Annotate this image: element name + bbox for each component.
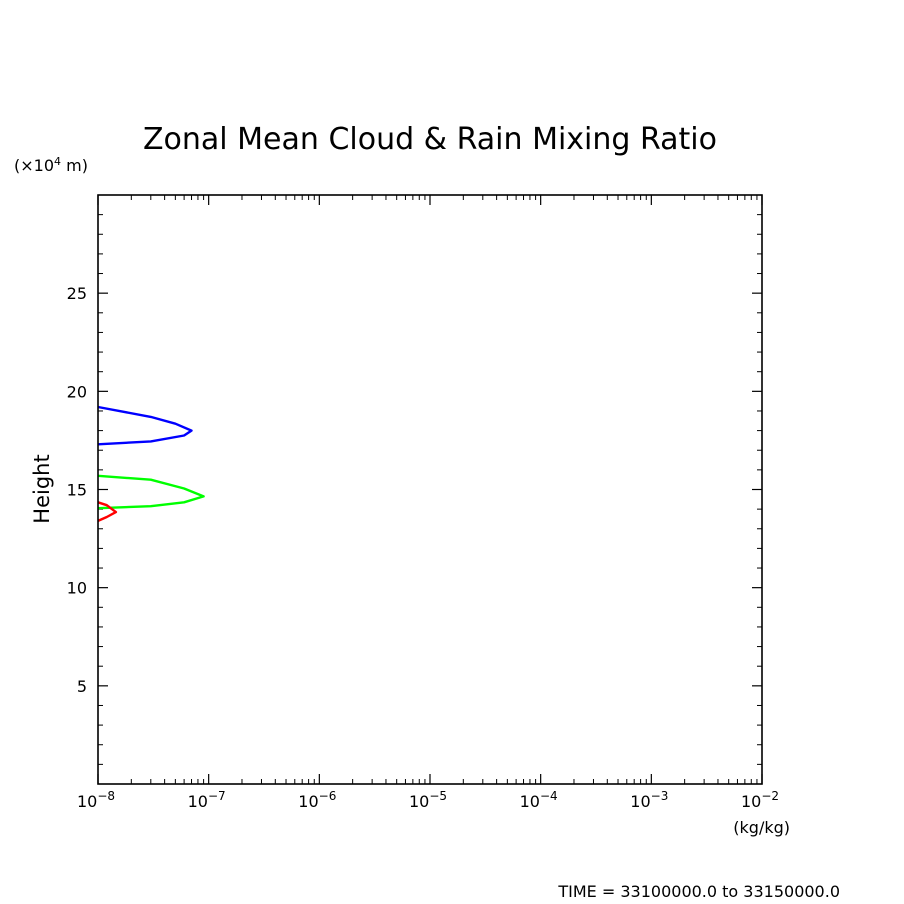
axis-ticks — [97, 195, 763, 784]
y-tick-label: 5 — [77, 677, 87, 696]
time-footer: TIME = 33100000.0 to 33150000.0 — [557, 882, 840, 901]
y-tick-label: 15 — [67, 481, 87, 500]
axis-tick-labels: 10−8 10−7 10−6 10−5 10−4 10−3 10−2 5 10 15 20 25 — [67, 284, 779, 811]
y-unit-label: (×104 m) — [14, 155, 88, 175]
chart-title: Zonal Mean Cloud & Rain Mixing Ratio — [143, 122, 717, 157]
x-unit-label: (kg/kg) — [733, 818, 790, 837]
plot-frame — [97, 194, 763, 785]
y-tick-label: 20 — [67, 382, 87, 401]
y-tick-label: 25 — [67, 284, 87, 303]
x-tick-label: 10−8 — [77, 789, 115, 811]
x-tick-label: 10−4 — [520, 789, 558, 811]
series-group — [97, 405, 205, 522]
y-tick-label: 10 — [67, 579, 87, 598]
series-line — [97, 474, 205, 510]
x-tick-label: 10−2 — [741, 789, 779, 811]
x-tick-label: 10−3 — [630, 789, 668, 811]
series-line — [97, 501, 118, 522]
series-line — [97, 405, 193, 446]
x-tick-label: 10−7 — [188, 789, 226, 811]
y-axis-label: Height — [30, 454, 54, 523]
x-tick-label: 10−6 — [298, 789, 336, 811]
x-tick-label: 10−5 — [409, 789, 447, 811]
